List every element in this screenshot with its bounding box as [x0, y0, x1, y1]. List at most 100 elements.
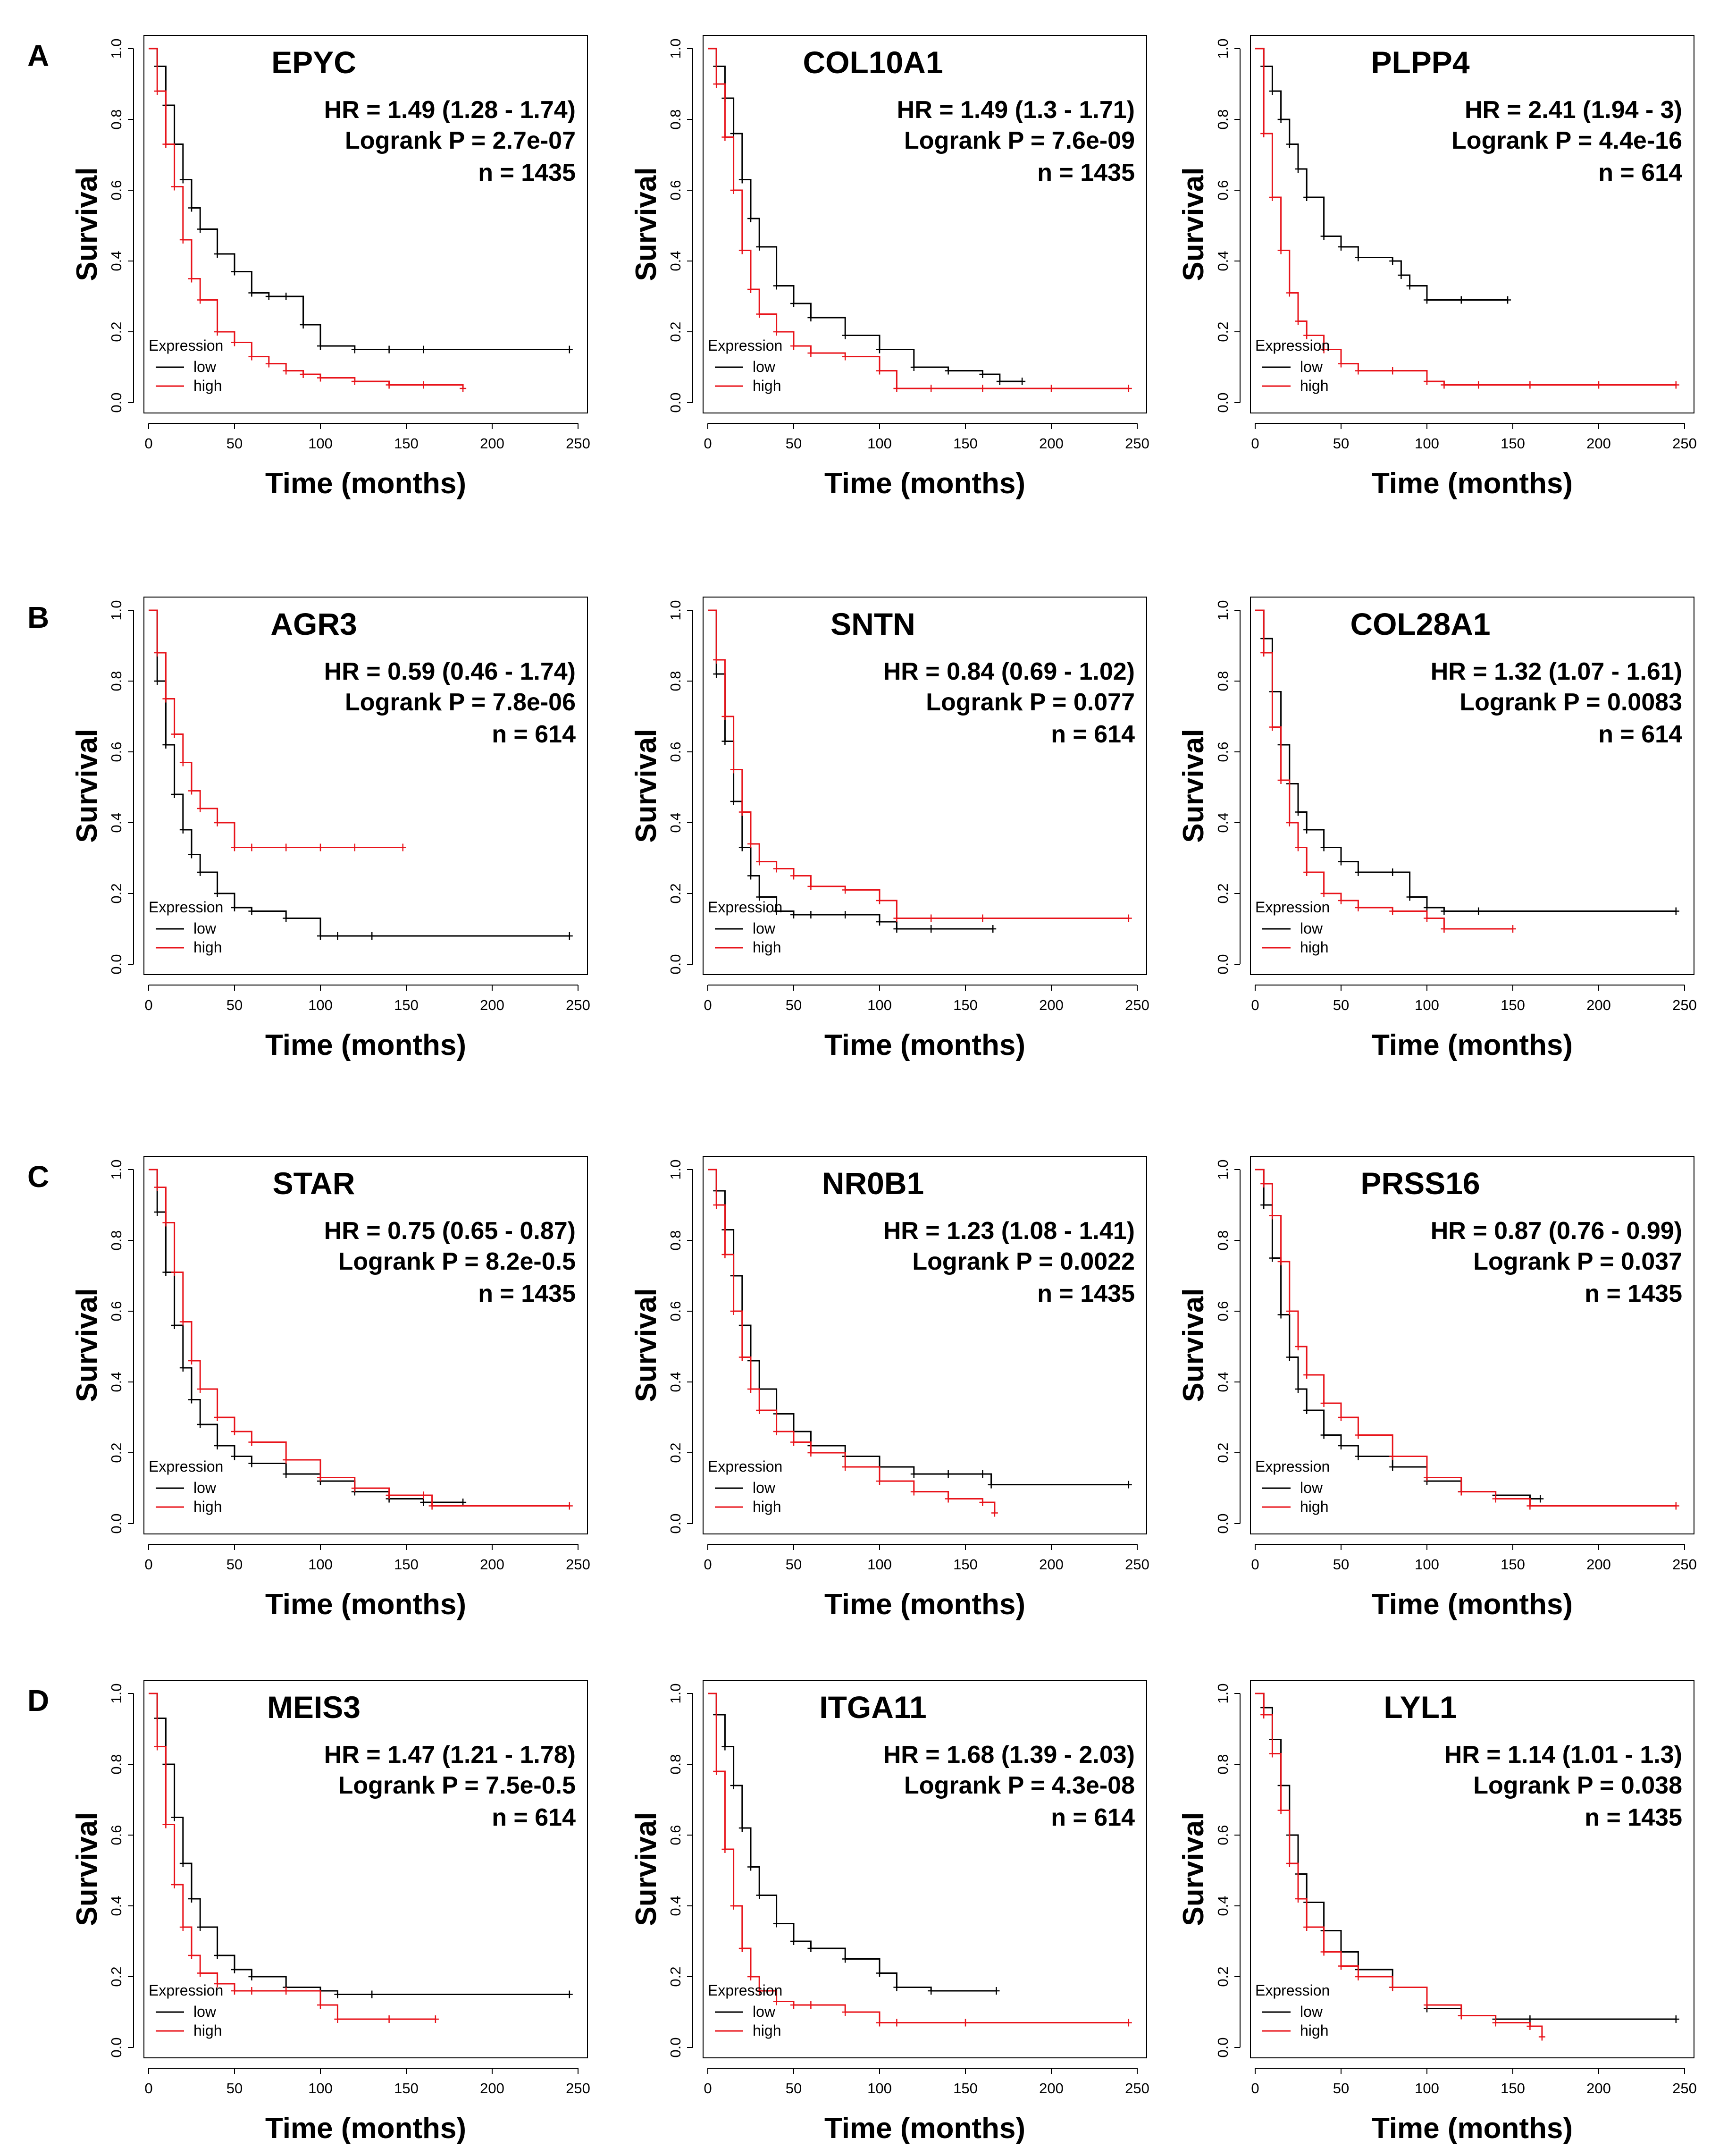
logrank-p: Logrank P = 2.7e-07	[345, 127, 576, 154]
censor-mark	[713, 656, 720, 664]
censor-mark	[231, 1987, 238, 1995]
x-tick-label: 100	[1415, 1556, 1439, 1573]
x-tick-label: 100	[867, 997, 892, 1013]
censor-mark	[876, 1477, 883, 1485]
censor-mark	[756, 310, 763, 318]
censor-mark	[420, 381, 427, 389]
y-tick-label: 1.0	[1215, 1159, 1231, 1179]
legend-label-high: high	[193, 1498, 222, 1515]
sample-size: n = 614	[492, 1804, 576, 1831]
censor-mark	[988, 1481, 995, 1489]
series-low	[1255, 48, 1511, 304]
censor-mark	[1303, 868, 1310, 876]
censor-mark	[197, 868, 204, 876]
censor-mark	[1475, 381, 1482, 389]
gene-name: SNTN	[830, 606, 915, 641]
series-high	[1255, 1693, 1545, 2041]
logrank-p: Logrank P = 8.2e-0.5	[338, 1248, 576, 1275]
censor-mark	[747, 1385, 754, 1393]
censor-mark	[1295, 843, 1301, 851]
y-tick-label: 0.8	[108, 1230, 125, 1250]
censor-mark	[386, 2015, 393, 2023]
censor-mark	[910, 1470, 917, 1478]
censor-mark	[790, 300, 797, 307]
censor-mark	[214, 890, 221, 897]
censor-mark	[317, 843, 324, 851]
y-tick-label: 0.8	[1215, 109, 1231, 129]
censor-mark	[1295, 165, 1301, 173]
legend-label-low: low	[753, 1479, 776, 1496]
censor-mark	[248, 353, 255, 361]
legend-title: Expression	[149, 1982, 223, 1999]
censor-mark	[188, 1396, 195, 1404]
censor-mark	[730, 798, 737, 805]
x-tick-label: 50	[786, 1556, 802, 1573]
censor-mark	[248, 289, 255, 297]
y-tick-label: 1.0	[667, 600, 684, 620]
y-axis: 0.0 0.2 0.4 0.6 0.8 1.0	[667, 38, 693, 413]
x-tick-label: 250	[1125, 2080, 1149, 2097]
y-tick-label: 0.8	[667, 1230, 684, 1250]
hazard-ratio: HR = 1.32 (1.07 - 1.61)	[1431, 658, 1682, 685]
censor-mark	[283, 843, 290, 851]
censor-mark	[842, 886, 849, 894]
logrank-p: Logrank P = 0.0022	[912, 1248, 1135, 1275]
censor-mark	[1538, 2033, 1545, 2041]
y-tick-label: 0.4	[667, 1372, 684, 1392]
censor-mark	[248, 907, 255, 915]
x-tick-label: 250	[1672, 2080, 1697, 2097]
y-axis-title: Survival	[630, 1288, 663, 1402]
censor-mark	[386, 381, 393, 389]
censor-mark	[248, 1987, 255, 1995]
censor-mark	[738, 843, 746, 851]
censor-mark	[876, 345, 883, 354]
y-tick-label: 1.0	[108, 1159, 125, 1179]
censor-mark	[334, 2015, 341, 2023]
censor-mark	[773, 1428, 780, 1435]
hazard-ratio: HR = 0.75 (0.65 - 0.87)	[324, 1217, 576, 1245]
y-tick-label: 0.0	[108, 1513, 125, 1533]
censor-mark	[334, 932, 341, 940]
legend-label-low: low	[193, 1479, 217, 1496]
censor-mark	[154, 677, 161, 685]
x-tick-label: 150	[1501, 435, 1525, 452]
y-tick-label: 1.0	[1215, 1683, 1231, 1703]
censor-mark	[807, 1945, 814, 1952]
censor-mark	[1295, 317, 1301, 325]
censor-mark	[1355, 1431, 1362, 1439]
logrank-p: Logrank P = 7.8e-06	[345, 689, 576, 716]
censor-mark	[162, 1820, 169, 1828]
x-axis-title: Time (months)	[265, 1029, 466, 1061]
x-tick-label: 100	[308, 2080, 333, 2097]
censor-mark	[231, 268, 238, 276]
censor-mark	[1125, 1481, 1132, 1489]
hazard-ratio: HR = 0.84 (0.69 - 1.02)	[883, 658, 1135, 685]
censor-mark	[1355, 367, 1362, 375]
x-tick-label: 200	[1039, 435, 1064, 452]
censor-mark	[893, 1983, 900, 1991]
censor-mark	[1277, 1311, 1284, 1319]
censor-mark	[1406, 893, 1413, 901]
censor-mark	[790, 872, 797, 880]
legend-label-low: low	[193, 920, 217, 937]
survival-curve-low	[149, 1693, 570, 1995]
y-tick-label: 0.4	[667, 812, 684, 833]
censor-mark	[214, 1442, 221, 1449]
legend: Expression low high	[1255, 337, 1330, 394]
legend-label-high: high	[1300, 1498, 1329, 1515]
sample-size: n = 614	[1598, 159, 1682, 186]
censor-mark	[231, 904, 238, 911]
censor-mark	[990, 925, 997, 933]
censor-mark	[214, 1980, 221, 1988]
y-axis-title: Survival	[1177, 167, 1210, 281]
x-tick-label: 100	[1415, 997, 1439, 1013]
censor-mark	[738, 1353, 746, 1361]
censor-mark	[1286, 140, 1293, 148]
censor-mark	[420, 1499, 427, 1506]
y-tick-label: 0.6	[667, 180, 684, 200]
series-high	[149, 48, 467, 392]
x-tick-label: 150	[394, 997, 419, 1013]
x-tick-label: 100	[867, 1556, 892, 1573]
censor-mark	[842, 2008, 849, 2016]
